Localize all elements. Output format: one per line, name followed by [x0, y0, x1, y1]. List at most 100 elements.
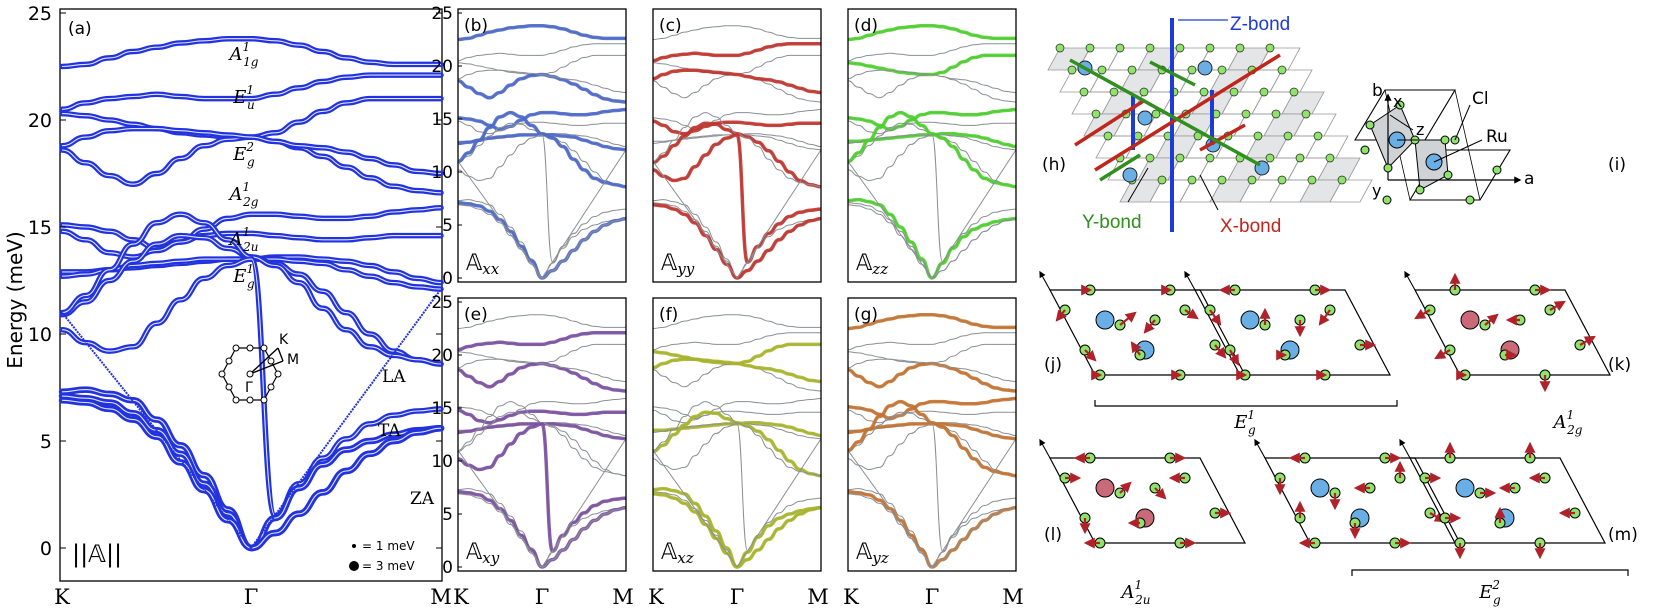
band-f-la-r: [736, 438, 821, 568]
h-cl-atom: [1313, 131, 1323, 141]
mode-cell-l: [1039, 438, 1246, 549]
tick-label-e-5: 5: [442, 505, 453, 525]
band-b-3: [458, 72, 626, 104]
band-f-gray-10: [653, 401, 821, 477]
branch-label-ta: TA: [378, 421, 401, 441]
mode-cell-m2: [1399, 438, 1606, 560]
band-c-gray-5: [653, 109, 821, 131]
mode-ru-k-0: [1460, 310, 1480, 330]
band-c-1: [653, 41, 821, 63]
band-g-5: [848, 396, 1016, 421]
h-cl-atom: [1187, 175, 1197, 185]
panel-f-label: (f): [659, 305, 678, 325]
panel-e-component: 𝔸xy: [466, 540, 500, 567]
tick-label-b-15: 15: [431, 110, 453, 130]
mode-arrow-k-6: [1434, 348, 1451, 360]
tick-label-b-0: 0: [442, 269, 453, 289]
mode-arrow-l-4: [1119, 481, 1132, 494]
mode-arrow-j1-5: [1143, 319, 1156, 334]
y-bond-label: Y-bond: [1082, 212, 1142, 233]
mode-arrow-j1-7: [1214, 344, 1227, 359]
legend-small-dot: [352, 544, 356, 548]
eg1-bracket: [1094, 400, 1398, 407]
h-ru-atom-2: [1197, 60, 1213, 76]
band-e-la-l: [458, 450, 543, 568]
band-e-1: [458, 330, 626, 352]
panel-a-bands: [58, 35, 445, 552]
mode-cl-j2-8: [1239, 369, 1251, 381]
mode-arrow-k-2: [1414, 308, 1431, 320]
ru-pointer: [1433, 139, 1483, 163]
y-bond-pointer: [1127, 167, 1149, 203]
h-cl-atom: [1205, 43, 1215, 53]
h-cl-atom: [1151, 109, 1161, 119]
legend-large-dot: [349, 561, 359, 571]
band-d-0: [848, 23, 1016, 42]
mode-arrow-j2-6: [1228, 349, 1240, 366]
h-cl-atom: [1067, 65, 1077, 75]
band-g-gray-1: [848, 332, 1016, 351]
panel-g-component: 𝔸yz: [856, 540, 889, 567]
label-cl: Cl: [1472, 89, 1489, 109]
h-cl-atom: [1217, 65, 1227, 75]
band-b-0: [458, 23, 626, 42]
ytick-label-20: 20: [28, 110, 52, 132]
mode-arrow-k-4: [1484, 313, 1499, 326]
h-cl-atom: [1175, 43, 1185, 53]
band-b-5: [458, 107, 626, 132]
h-cl-atom: [1055, 43, 1065, 53]
norm-label: ||𝔸||: [72, 540, 122, 568]
band-a-core-5: [61, 207, 442, 249]
panel-m-label: (m): [1608, 525, 1638, 545]
cl-pointer: [1454, 104, 1471, 141]
h-cl-atom: [1259, 87, 1269, 97]
h-cl-atom: [1337, 175, 1347, 185]
band-d-la-r: [931, 149, 1016, 279]
band-g-gray-11: [848, 423, 1016, 552]
ytick-label-10: 10: [28, 324, 52, 346]
mode-cl-j1-9: [1174, 369, 1186, 381]
h-cell: [1329, 179, 1373, 203]
mode-ru-m1-0: [1310, 478, 1330, 498]
band-g-10: [848, 399, 1016, 478]
kpath-f-0: K: [648, 585, 664, 609]
band-e-11: [458, 422, 626, 553]
band-g-la-l: [848, 450, 933, 568]
h-cl-atom: [1307, 175, 1317, 185]
band-d-gray-11: [848, 134, 1016, 263]
tick-label-b-10: 10: [431, 163, 453, 183]
kpath-k-a: K: [54, 585, 70, 609]
ytick-label-15: 15: [28, 217, 52, 239]
band-c-11: [653, 133, 821, 264]
h-cl-atom: [1109, 87, 1119, 97]
h-cl-atom: [1145, 43, 1155, 53]
h-cl-atom: [1103, 131, 1113, 141]
band-a-la-left: [61, 311, 252, 549]
h-ru-atom-1: [1137, 110, 1153, 126]
mode-cl-j1-8: [1094, 369, 1106, 381]
h-cl-atom: [1325, 153, 1335, 163]
h-cl-atom: [1145, 153, 1155, 163]
band-d-5: [848, 107, 1016, 132]
h-cl-atom: [1301, 109, 1311, 119]
mode-diagrams: [1039, 270, 1611, 560]
h-cl-atom: [1085, 43, 1095, 53]
h-cl-atom: [1091, 109, 1101, 119]
band-e-la-r: [541, 438, 626, 568]
label-b: b: [1372, 81, 1383, 101]
caption-a2g_label: A1 2g: [1552, 408, 1583, 437]
h-cl-atom: [1277, 65, 1287, 75]
panel-g-frame: [847, 297, 1017, 572]
mode-cl-j2-9: [1319, 369, 1331, 381]
band-a-core-4: [61, 128, 442, 175]
panel-c-component: 𝔸yy: [661, 251, 695, 278]
panel-d: (d) 𝔸zz: [847, 8, 1017, 283]
h-cl-atom: [1265, 153, 1275, 163]
h-cl-atom: [1247, 175, 1257, 185]
x-bond-line-1: [1094, 53, 1281, 172]
h-cl-atom: [1217, 175, 1227, 185]
mode-label-2: E2 g: [232, 140, 255, 169]
panel-i-label: (i): [1608, 155, 1626, 175]
mode-arrow-j1-2: [1055, 309, 1067, 322]
